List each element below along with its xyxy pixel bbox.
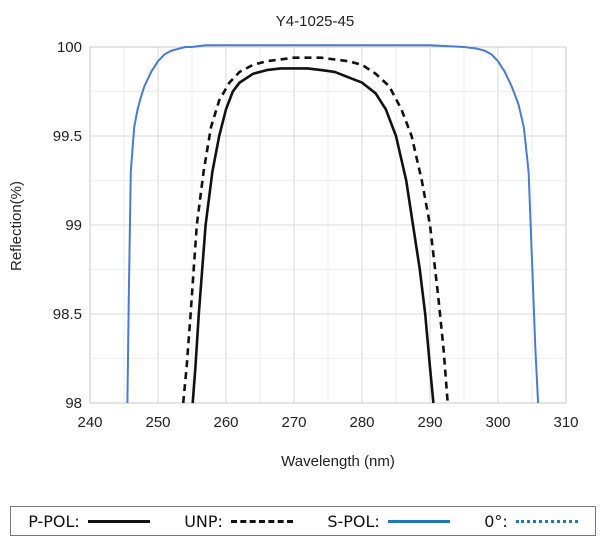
x-axis-label: Wavelength (nm): [281, 453, 395, 470]
chart-title: Y4-1025-45: [276, 13, 354, 30]
legend-swatch-p-pol: [87, 519, 150, 523]
y-tick-label: 98.5: [53, 306, 82, 323]
legend-swatch-zero-deg: [515, 519, 578, 523]
legend-label-unp: UNP:: [184, 511, 223, 531]
y-axis-label: Reflection(%): [8, 181, 25, 271]
x-tick-label: 280: [349, 414, 374, 431]
legend-label-p-pol: P-POL:: [28, 511, 80, 531]
x-tick-label: 250: [145, 414, 170, 431]
legend-swatch-unp: [230, 519, 293, 523]
legend-item-s-pol: S-POL:: [327, 511, 450, 531]
x-tick-label: 260: [213, 414, 238, 431]
reflection-chart: Y4-1025-45 240 250 260 270 280 290 300 310 9898…: [8, 13, 579, 470]
x-tick-label: 290: [417, 414, 442, 431]
series-group: [126, 44, 540, 404]
grid: [89, 46, 567, 404]
legend-swatch-s-pol: [387, 519, 450, 523]
plot-frame: [89, 46, 567, 404]
series-line-s-pol: [126, 44, 540, 404]
legend-item-unp: UNP:: [184, 512, 293, 531]
legend-label-zero-deg: 0°:: [484, 511, 508, 531]
legend-label-s-pol: S-POL:: [327, 511, 380, 531]
legend-item-zero-deg: 0°:: [484, 512, 578, 531]
y-axis-ticks: 98 98.5 99 99.5 100: [53, 39, 82, 412]
x-tick-label: 240: [77, 414, 102, 431]
x-axis-ticks: 240 250 260 270 280 290 300 310: [77, 414, 578, 431]
y-tick-label: 100: [57, 39, 82, 56]
y-tick-label: 98: [65, 395, 82, 412]
y-tick-label: 99: [65, 217, 82, 234]
x-tick-label: 310: [553, 414, 578, 431]
x-tick-label: 270: [281, 414, 306, 431]
legend: P-POL: UNP: S-POL: 0°:: [10, 506, 596, 536]
x-tick-label: 300: [485, 414, 510, 431]
series-line-unp: [181, 56, 449, 404]
series-line-p-pol: [191, 67, 435, 404]
y-tick-label: 99.5: [53, 128, 82, 145]
legend-item-p-pol: P-POL:: [28, 512, 150, 531]
